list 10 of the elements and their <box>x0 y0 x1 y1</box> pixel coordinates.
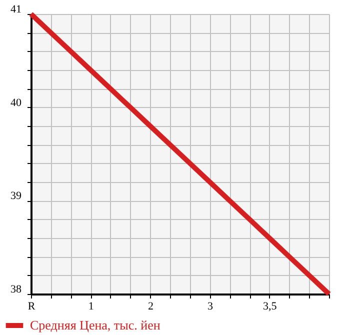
x-tick-label: 3,5 <box>263 300 278 312</box>
y-tick-label: 38 <box>10 284 22 296</box>
x-tick-label: 3 <box>208 300 214 312</box>
y-tick-label: 39 <box>10 190 22 202</box>
x-tick-label: 2 <box>148 300 154 312</box>
y-tick-label: 40 <box>10 96 22 109</box>
x-tick-label: 1 <box>88 300 94 312</box>
x-tick-label: R <box>28 300 36 312</box>
legend-label: Средняя Цена, тыс. йен <box>30 318 160 332</box>
y-tick-label: 41 <box>10 4 22 16</box>
